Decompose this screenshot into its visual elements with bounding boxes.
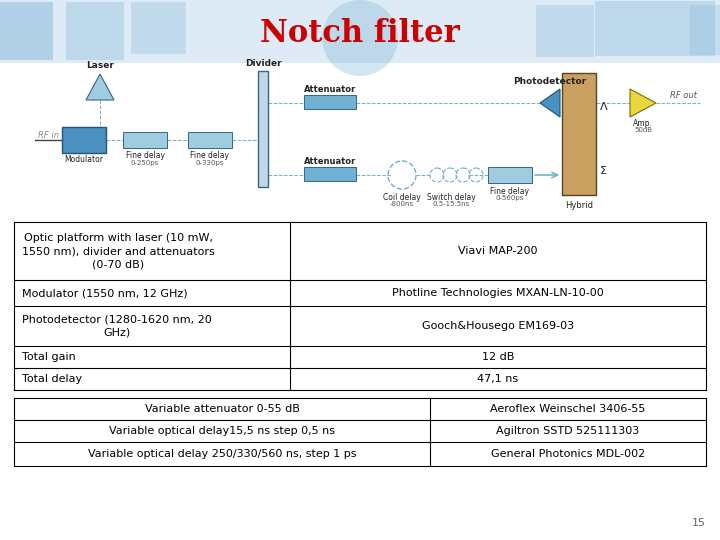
Text: 0.5-15.5ns: 0.5-15.5ns: [433, 201, 469, 207]
Polygon shape: [630, 89, 656, 117]
Text: Photline Technologies MXAN-LN-10-00: Photline Technologies MXAN-LN-10-00: [392, 288, 604, 298]
Text: Optic platform with laser (10 mW,
1550 nm), divider and attenuators
(0-70 dB): Optic platform with laser (10 mW, 1550 n…: [22, 233, 215, 269]
FancyBboxPatch shape: [131, 2, 186, 54]
FancyBboxPatch shape: [62, 127, 106, 153]
Text: Notch filter: Notch filter: [260, 18, 460, 50]
Text: Photodetector: Photodetector: [513, 77, 587, 85]
Text: Agiltron SSTD 525111303: Agiltron SSTD 525111303: [496, 426, 639, 436]
Text: Fine delay: Fine delay: [125, 152, 164, 160]
FancyBboxPatch shape: [655, 1, 715, 56]
Text: Hybrid: Hybrid: [565, 200, 593, 210]
Text: Photodetector (1280-1620 nm, 20
GHz): Photodetector (1280-1620 nm, 20 GHz): [22, 314, 212, 338]
FancyBboxPatch shape: [123, 132, 167, 148]
Text: 12 dB: 12 dB: [482, 352, 514, 362]
FancyBboxPatch shape: [595, 1, 655, 56]
Text: RF out: RF out: [670, 91, 697, 99]
Text: Fine delay: Fine delay: [191, 152, 230, 160]
Text: Variable attenuator 0-55 dB: Variable attenuator 0-55 dB: [145, 404, 300, 414]
Text: Fine delay: Fine delay: [490, 186, 529, 195]
Text: Switch delay: Switch delay: [427, 192, 475, 201]
Circle shape: [322, 0, 398, 76]
FancyBboxPatch shape: [536, 5, 594, 57]
Text: Attenuator: Attenuator: [304, 84, 356, 93]
Text: 0-330ps: 0-330ps: [196, 160, 224, 166]
Polygon shape: [540, 89, 560, 117]
Polygon shape: [86, 74, 114, 100]
Text: 0-250ps: 0-250ps: [131, 160, 159, 166]
Text: Λ: Λ: [600, 102, 608, 112]
Text: General Photonics MDL-002: General Photonics MDL-002: [491, 449, 645, 459]
Text: RF in: RF in: [38, 132, 59, 140]
FancyBboxPatch shape: [304, 95, 356, 109]
Text: Amp.: Amp.: [633, 118, 653, 127]
Text: Variable optical delay 250/330/560 ns, step 1 ps: Variable optical delay 250/330/560 ns, s…: [88, 449, 356, 459]
Text: Laser: Laser: [86, 61, 114, 70]
Text: Modulator: Modulator: [65, 156, 104, 165]
FancyBboxPatch shape: [0, 2, 53, 60]
Text: Viavi MAP-200: Viavi MAP-200: [458, 246, 538, 256]
Text: Variable optical delay15,5 ns step 0,5 ns: Variable optical delay15,5 ns step 0,5 n…: [109, 426, 335, 436]
Text: Aeroflex Weinschel 3406-55: Aeroflex Weinschel 3406-55: [490, 404, 646, 414]
FancyBboxPatch shape: [304, 167, 356, 181]
FancyBboxPatch shape: [562, 73, 596, 195]
FancyBboxPatch shape: [488, 167, 532, 183]
Text: Modulator (1550 nm, 12 GHz): Modulator (1550 nm, 12 GHz): [22, 288, 188, 298]
FancyBboxPatch shape: [188, 132, 232, 148]
FancyBboxPatch shape: [258, 71, 268, 187]
Text: Attenuator: Attenuator: [304, 157, 356, 165]
Text: Coil delay: Coil delay: [383, 192, 421, 201]
Text: 50dB: 50dB: [634, 127, 652, 133]
Text: 15: 15: [692, 518, 706, 528]
Text: Divider: Divider: [245, 58, 282, 68]
Text: Gooch&Housego EM169-03: Gooch&Housego EM169-03: [422, 321, 574, 331]
FancyBboxPatch shape: [690, 5, 720, 55]
Text: -800ns: -800ns: [390, 201, 414, 207]
Text: 47,1 ns: 47,1 ns: [477, 374, 518, 384]
Text: Total gain: Total gain: [22, 352, 76, 362]
FancyBboxPatch shape: [66, 2, 124, 60]
Text: Total delay: Total delay: [22, 374, 82, 384]
FancyBboxPatch shape: [0, 0, 720, 63]
Text: 0-560ps: 0-560ps: [496, 195, 524, 201]
Text: Σ: Σ: [600, 166, 607, 176]
